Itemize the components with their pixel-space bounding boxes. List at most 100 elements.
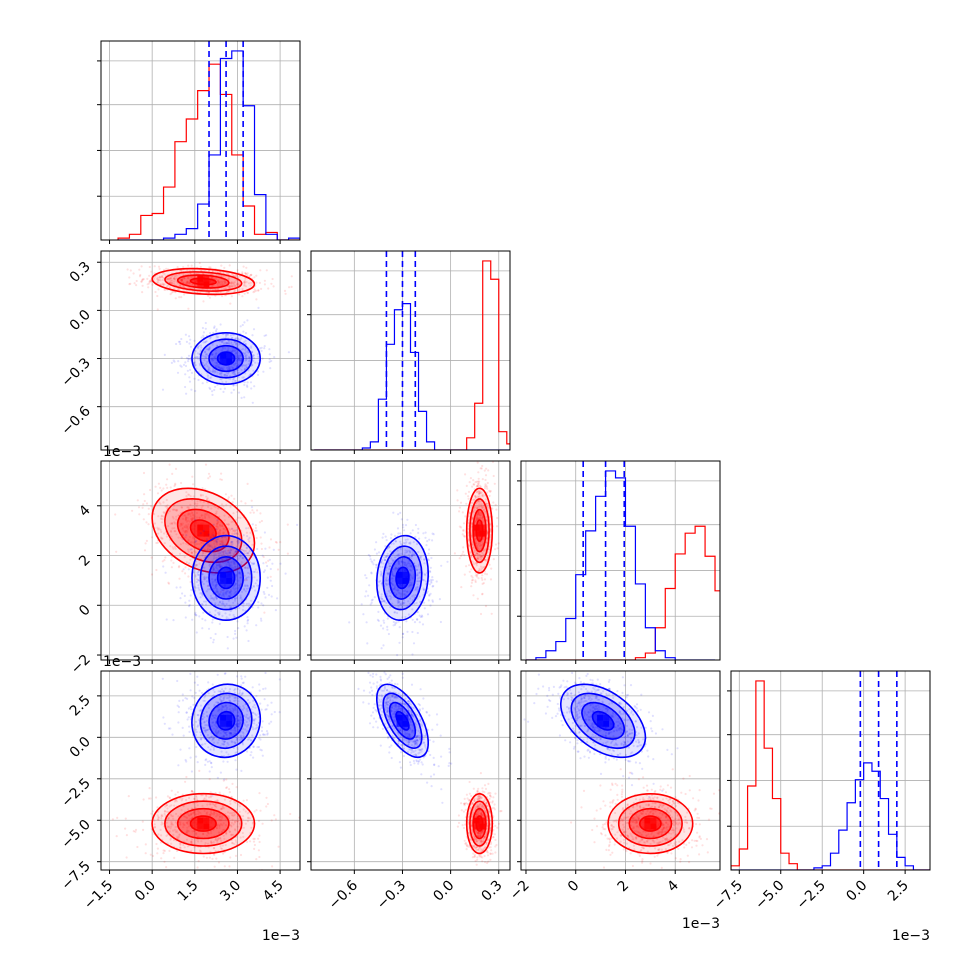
scatter-point: [494, 503, 497, 506]
scatter-point: [179, 597, 182, 600]
scatter-point: [224, 824, 227, 827]
scatter-point: [147, 513, 150, 516]
scatter-point: [481, 574, 484, 577]
scatter-point: [170, 815, 173, 818]
scatter-point: [189, 357, 192, 361]
scatter-point: [141, 284, 144, 287]
scatter-point: [360, 603, 363, 606]
scatter-point: [416, 611, 420, 614]
scatter-point: [207, 588, 210, 591]
scatter-point: [389, 591, 392, 594]
scatter-point: [201, 326, 204, 330]
peak-cell-red-3-0-1: [203, 817, 210, 824]
scatter-point: [222, 807, 225, 810]
scatter-point: [116, 816, 119, 820]
scatter-point: [486, 537, 489, 540]
scatter-point: [214, 850, 217, 853]
scatter-point: [472, 594, 475, 597]
scatter-point: [220, 830, 223, 834]
scatter-point: [214, 583, 218, 587]
scatter-point: [201, 504, 204, 507]
scatter-point: [244, 549, 247, 553]
scatter-point: [392, 588, 395, 591]
scatter-point: [179, 342, 182, 346]
scatter-point: [262, 570, 265, 574]
scatter-point: [182, 823, 185, 826]
peak-cell-red-3-0-3: [203, 823, 210, 830]
scatter-point: [163, 810, 166, 813]
scatter-point: [188, 380, 192, 383]
scatter-point: [233, 842, 236, 846]
scatter-point: [484, 559, 487, 562]
scatter-point: [426, 590, 429, 593]
scatter-point: [240, 677, 243, 680]
scatter-point: [147, 286, 150, 289]
scatter-point: [390, 533, 393, 536]
scatter-point: [249, 372, 252, 376]
scatter-point: [225, 616, 228, 619]
scatter-point: [233, 529, 236, 532]
scatter-point: [210, 840, 213, 843]
scatter-point: [173, 277, 176, 280]
scatter-point: [188, 287, 191, 290]
scatter-point: [459, 501, 463, 504]
scatter-point: [465, 565, 468, 568]
scatter-point: [258, 521, 261, 524]
scatter-point: [220, 536, 223, 539]
scatter-point: [183, 514, 186, 517]
scatter-point: [166, 504, 169, 507]
scatter-point: [201, 603, 204, 606]
scatter-point: [186, 283, 189, 286]
scatter-point: [408, 584, 411, 587]
scatter-point: [212, 584, 215, 587]
scatter-point: [202, 331, 205, 334]
scatter-point: [397, 561, 400, 564]
scatter-point: [191, 516, 194, 519]
scatter-point: [418, 576, 421, 579]
scatter-point: [234, 820, 237, 823]
scatter-point: [385, 555, 388, 559]
scatter-point: [210, 832, 213, 835]
scatter-point: [216, 567, 219, 570]
scatter-point: [218, 562, 221, 566]
scatter-point: [229, 800, 232, 803]
scatter-point: [193, 515, 196, 518]
scatter-point: [215, 291, 218, 294]
scatter-point: [172, 277, 176, 280]
scatter-point: [196, 500, 199, 503]
scatter-point: [159, 517, 162, 520]
scatter-point: [214, 632, 217, 636]
scatter-point: [266, 576, 269, 579]
scatter-point: [210, 358, 213, 361]
panel-3-3: [727, 670, 931, 874]
scatter-point: [168, 825, 171, 828]
scatter-point: [175, 515, 178, 518]
scatter-point: [461, 511, 464, 514]
scatter-point: [227, 277, 231, 280]
scatter-point: [209, 594, 212, 598]
scatter-point: [201, 494, 204, 497]
scatter-point: [153, 819, 156, 822]
scatter-point: [226, 560, 229, 563]
scatter-point: [149, 797, 152, 800]
scatter-point: [136, 845, 139, 849]
scatter-point: [458, 557, 461, 560]
scatter-point: [170, 535, 173, 538]
scatter-point: [286, 523, 289, 526]
scatter-point: [228, 286, 231, 289]
scatter-point: [231, 501, 234, 504]
scatter-point: [142, 503, 145, 506]
scatter-point: [421, 623, 425, 626]
scatter-point: [426, 540, 429, 543]
scatter-point: [219, 542, 222, 546]
scatter-point: [477, 577, 480, 580]
scatter-point: [171, 281, 174, 285]
scatter-point: [184, 616, 187, 619]
scatter-point: [470, 554, 473, 557]
scatter-point: [385, 555, 388, 558]
scatter-point: [385, 578, 388, 581]
scatter-point: [183, 823, 186, 827]
scatter-point: [379, 570, 383, 573]
scatter-point: [185, 821, 188, 824]
scatter-point: [195, 745, 198, 749]
